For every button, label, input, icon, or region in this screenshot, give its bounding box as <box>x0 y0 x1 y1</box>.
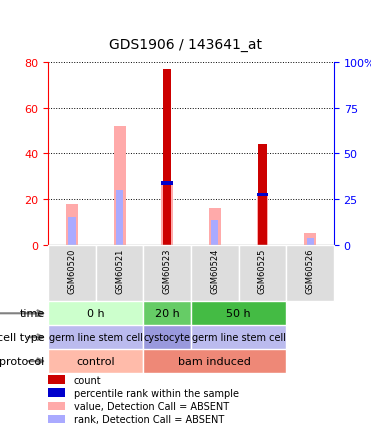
Bar <box>69 218 76 245</box>
FancyBboxPatch shape <box>144 349 286 373</box>
FancyBboxPatch shape <box>96 245 144 302</box>
Bar <box>211 220 219 245</box>
Bar <box>258 145 267 245</box>
Text: time: time <box>19 309 45 319</box>
Bar <box>163 70 171 245</box>
Text: count: count <box>74 375 102 385</box>
Bar <box>114 127 126 245</box>
Text: GSM60524: GSM60524 <box>210 248 219 293</box>
Text: germ line stem cell: germ line stem cell <box>192 332 286 342</box>
Bar <box>304 234 316 245</box>
FancyBboxPatch shape <box>286 245 334 302</box>
Text: control: control <box>76 356 115 366</box>
Bar <box>161 182 173 185</box>
FancyBboxPatch shape <box>144 245 191 302</box>
FancyBboxPatch shape <box>191 326 286 349</box>
Text: GSM60521: GSM60521 <box>115 248 124 293</box>
Text: 50 h: 50 h <box>226 309 251 319</box>
Bar <box>48 388 65 397</box>
Bar <box>48 414 65 423</box>
Bar <box>259 195 266 245</box>
Text: GSM60525: GSM60525 <box>258 248 267 293</box>
Bar <box>161 184 173 245</box>
Bar <box>116 191 123 245</box>
Text: percentile rank within the sample: percentile rank within the sample <box>74 388 239 398</box>
Bar <box>256 195 269 245</box>
Text: GSM60523: GSM60523 <box>163 248 172 293</box>
Text: germ line stem cell: germ line stem cell <box>49 332 143 342</box>
Bar <box>209 209 221 245</box>
Bar <box>48 401 65 410</box>
FancyBboxPatch shape <box>48 326 144 349</box>
Bar <box>257 194 268 197</box>
FancyBboxPatch shape <box>48 302 144 326</box>
FancyBboxPatch shape <box>239 245 286 302</box>
FancyBboxPatch shape <box>144 326 191 349</box>
Text: GSM60526: GSM60526 <box>306 248 315 293</box>
Text: cell type: cell type <box>0 332 45 342</box>
Text: GSM60520: GSM60520 <box>68 248 76 293</box>
Text: rank, Detection Call = ABSENT: rank, Detection Call = ABSENT <box>74 414 224 424</box>
Text: value, Detection Call = ABSENT: value, Detection Call = ABSENT <box>74 401 229 411</box>
Text: 20 h: 20 h <box>155 309 180 319</box>
Text: bam induced: bam induced <box>178 356 251 366</box>
FancyBboxPatch shape <box>48 349 144 373</box>
Bar <box>306 238 313 245</box>
FancyBboxPatch shape <box>144 302 191 326</box>
Text: 0 h: 0 h <box>87 309 105 319</box>
Text: protocol: protocol <box>0 356 45 366</box>
FancyBboxPatch shape <box>191 302 286 326</box>
Text: GDS1906 / 143641_at: GDS1906 / 143641_at <box>109 38 262 52</box>
FancyBboxPatch shape <box>48 245 96 302</box>
Bar <box>48 375 65 384</box>
FancyBboxPatch shape <box>191 245 239 302</box>
Bar <box>164 184 171 245</box>
Text: cystocyte: cystocyte <box>144 332 191 342</box>
Bar <box>66 204 78 245</box>
